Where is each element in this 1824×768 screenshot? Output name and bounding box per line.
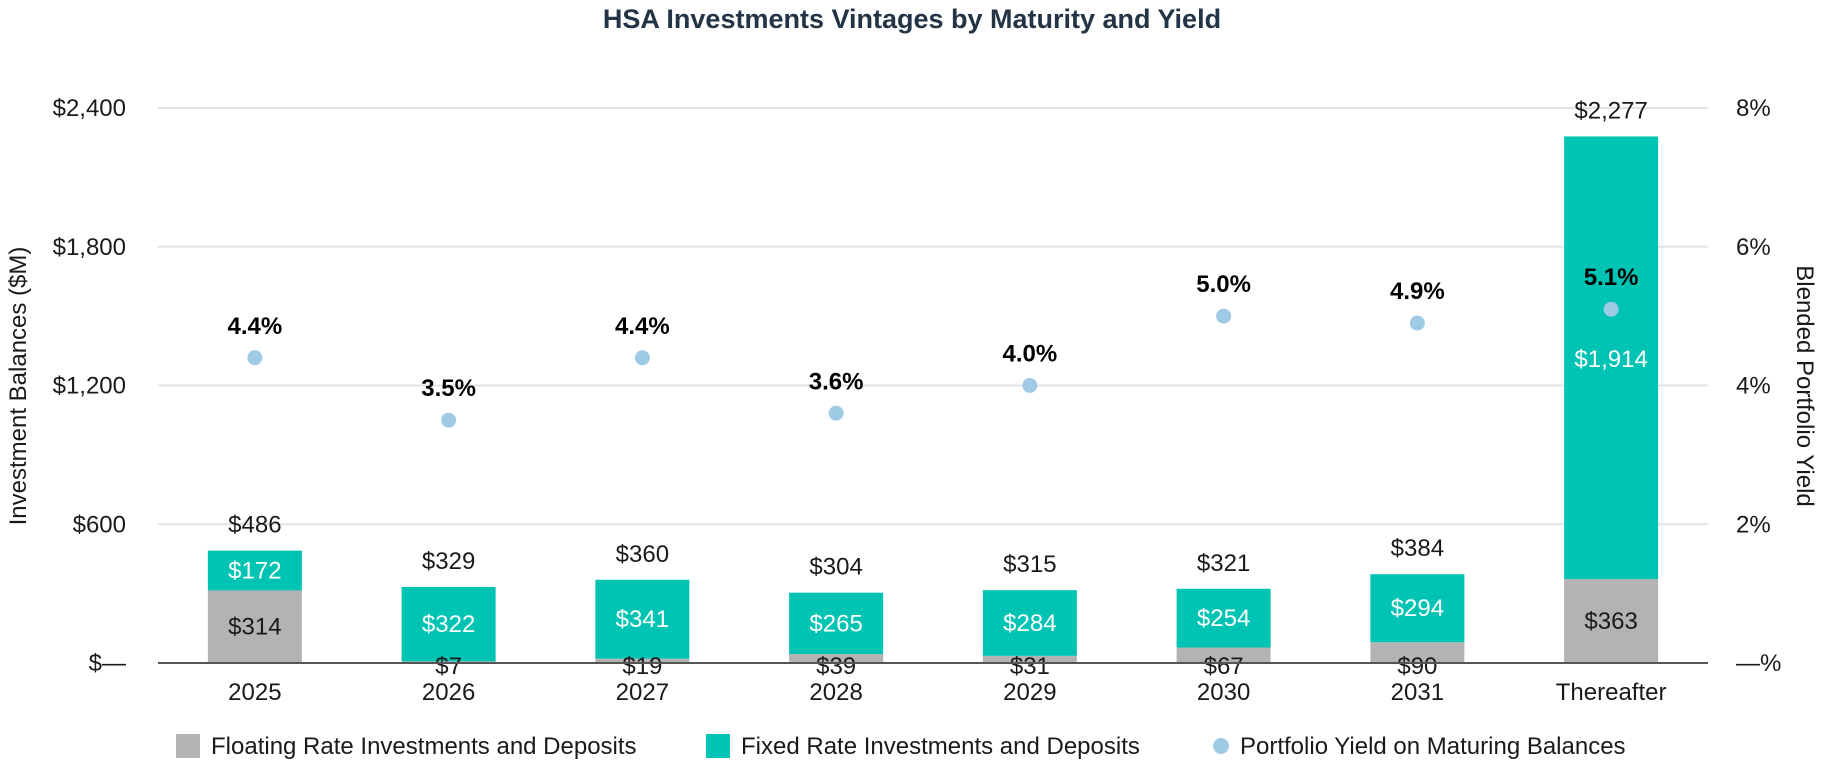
yield-label: 4.9% bbox=[1390, 278, 1445, 305]
fixed-value-label: $254 bbox=[1197, 605, 1250, 632]
yield-point bbox=[441, 412, 457, 428]
chart-title: HSA Investments Vintages by Maturity and… bbox=[603, 4, 1221, 34]
gridlines bbox=[158, 107, 1708, 526]
bar-fixed bbox=[982, 590, 1077, 656]
legend: Floating Rate Investments and Deposits Fi… bbox=[176, 733, 1626, 760]
x-axis-ticks: 2025 2026 2027 2028 2029 2030 2031 Thereafter bbox=[228, 679, 1666, 706]
x-tick-label: 2025 bbox=[228, 679, 281, 706]
y2-tick-label: 6% bbox=[1736, 234, 1771, 261]
yield-label: 4.0% bbox=[1003, 341, 1058, 368]
floating-value-label: $363 bbox=[1584, 608, 1637, 635]
floating-value-label: $314 bbox=[228, 614, 281, 641]
yield-label: 3.6% bbox=[809, 368, 864, 395]
total-value-label: $321 bbox=[1197, 550, 1250, 577]
y2-tick-label: —% bbox=[1736, 650, 1781, 677]
fixed-value-label: $341 bbox=[616, 606, 669, 633]
bar-fixed bbox=[207, 550, 302, 591]
x-tick-label: 2026 bbox=[422, 679, 475, 706]
y2-tick-label: 8% bbox=[1736, 95, 1771, 122]
floating-value-label: $67 bbox=[1204, 653, 1244, 680]
y-tick-label: $2,400 bbox=[53, 95, 126, 122]
bar-fixed bbox=[1176, 588, 1271, 648]
x-tick-label: 2031 bbox=[1391, 679, 1444, 706]
yield-point bbox=[1216, 308, 1232, 324]
yield-point bbox=[828, 405, 844, 421]
y-axis-title: Investment Balances ($M) bbox=[5, 247, 32, 526]
x-tick-label: 2029 bbox=[1003, 679, 1056, 706]
fixed-value-label: $294 bbox=[1391, 595, 1444, 622]
x-tick-label: 2028 bbox=[809, 679, 862, 706]
bars: $314 $172 $486 $7 $322 $329 $19 $341 $360 $39 $265… bbox=[207, 97, 1659, 680]
legend-swatch bbox=[1213, 738, 1229, 754]
legend-swatch bbox=[706, 734, 730, 758]
y2-tick-label: 2% bbox=[1736, 511, 1771, 538]
y2-tick-label: 4% bbox=[1736, 373, 1771, 400]
bar-floating bbox=[1564, 579, 1659, 663]
total-value-label: $360 bbox=[616, 541, 669, 568]
yield-label: 3.5% bbox=[421, 375, 476, 402]
bar-floating bbox=[1176, 647, 1271, 663]
y-tick-label: $1,800 bbox=[53, 234, 126, 261]
bar-fixed bbox=[789, 592, 884, 654]
yield-label: 4.4% bbox=[615, 313, 670, 340]
yield-label: 4.4% bbox=[228, 313, 283, 340]
total-value-label: $315 bbox=[1003, 551, 1056, 578]
yield-point bbox=[1409, 315, 1425, 331]
y2-axis-title: Blended Portfolio Yield bbox=[1791, 265, 1818, 507]
total-value-label: $304 bbox=[809, 554, 862, 581]
total-value-label: $384 bbox=[1391, 535, 1444, 562]
fixed-value-label: $322 bbox=[422, 611, 475, 638]
legend-label: Portfolio Yield on Maturing Balances bbox=[1240, 733, 1626, 760]
bar-fixed bbox=[1370, 574, 1465, 643]
total-value-label: $329 bbox=[422, 548, 475, 575]
yield-label: 5.1% bbox=[1584, 264, 1639, 291]
bar-floating bbox=[789, 653, 884, 663]
legend-label: Fixed Rate Investments and Deposits bbox=[741, 733, 1140, 760]
y-tick-label: $600 bbox=[73, 511, 126, 538]
bar-fixed bbox=[595, 579, 690, 659]
total-value-label: $486 bbox=[228, 512, 281, 539]
x-tick-label: 2030 bbox=[1197, 679, 1250, 706]
fixed-value-label: $172 bbox=[228, 558, 281, 585]
yield-point bbox=[1022, 378, 1038, 393]
yield-point bbox=[1603, 301, 1619, 317]
y-tick-label: $1,200 bbox=[53, 373, 126, 400]
floating-value-label: $19 bbox=[622, 653, 662, 680]
x-tick-label: Thereafter bbox=[1556, 679, 1667, 706]
yield-points: 4.4% 3.5% 4.4% 3.6% 4.0% 5.0% 4.9% 5.1% bbox=[228, 264, 1639, 428]
legend-swatch bbox=[176, 734, 200, 758]
bar-floating bbox=[207, 590, 302, 663]
y-axis-left: $— $600 $1,200 $1,800 $2,400 bbox=[53, 95, 126, 677]
fixed-value-label: $1,914 bbox=[1574, 346, 1647, 373]
bar-fixed bbox=[1564, 136, 1659, 580]
bar-floating bbox=[1370, 642, 1465, 663]
floating-value-label: $31 bbox=[1010, 653, 1050, 680]
y-axis-right: —% 2% 4% 6% 8% bbox=[1736, 95, 1781, 677]
yield-point bbox=[247, 350, 263, 366]
bar-floating bbox=[982, 655, 1077, 663]
fixed-value-label: $265 bbox=[809, 610, 862, 637]
y-tick-label: $— bbox=[89, 650, 126, 677]
total-value-label: $2,277 bbox=[1574, 97, 1647, 124]
yield-label: 5.0% bbox=[1196, 271, 1251, 298]
legend-label: Floating Rate Investments and Deposits bbox=[211, 733, 637, 760]
floating-value-label: $90 bbox=[1397, 653, 1437, 680]
yield-point bbox=[634, 350, 650, 366]
floating-value-label: $39 bbox=[816, 653, 856, 680]
floating-value-label: $7 bbox=[435, 653, 462, 680]
fixed-value-label: $284 bbox=[1003, 610, 1056, 637]
x-tick-label: 2027 bbox=[616, 679, 669, 706]
bar-floating bbox=[595, 658, 690, 663]
bar-fixed bbox=[401, 586, 496, 662]
